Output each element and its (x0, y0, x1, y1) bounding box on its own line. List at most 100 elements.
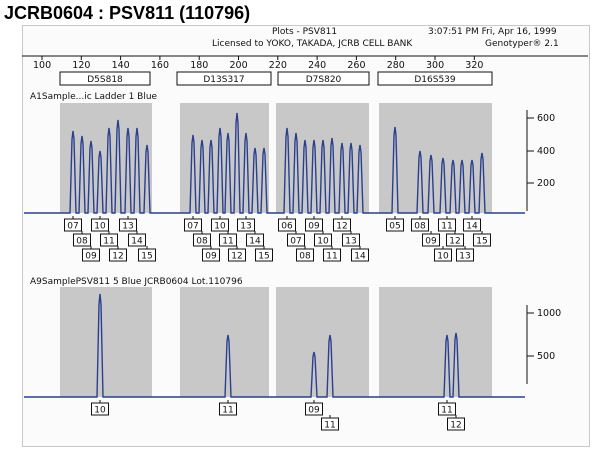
allele-call-box (246, 233, 264, 247)
bp-tick-label: 300 (426, 60, 444, 71)
locus-labels: D5S818 D13S317 D7S820 D16S539 (59, 71, 493, 86)
allele-call-box (82, 248, 100, 262)
allele-call-label: 10 (214, 222, 226, 232)
allele-call-box (100, 233, 118, 247)
bp-tick-label: 200 (230, 60, 248, 71)
allele-call-box (287, 233, 305, 247)
locus-box (176, 71, 272, 86)
allele-call-label: 12 (231, 252, 242, 262)
allele-call-box (411, 218, 429, 232)
allele-call-box (321, 417, 339, 431)
allele-call-box (128, 233, 146, 247)
allele-call-label: 12 (336, 222, 347, 232)
page-title: JCRB0604 : PSV811 (110796) (4, 3, 251, 23)
allele-call-label: 09 (205, 252, 217, 262)
allele-call-box (211, 218, 229, 232)
allele-call-label: 14 (131, 237, 143, 247)
bp-tick-label: 160 (151, 60, 169, 71)
locus-label: D16S539 (414, 75, 456, 85)
allele-call-box (463, 218, 481, 232)
allele-call-label: 15 (141, 252, 152, 262)
allele-call-label: 07 (290, 237, 301, 247)
locus-box (277, 71, 370, 86)
allele-call-label: 09 (425, 237, 437, 247)
y-tick-label: 400 (537, 146, 555, 157)
allele-call-box (138, 248, 156, 262)
bp-tick-label: 280 (387, 60, 405, 71)
allele-call-label: 08 (196, 237, 208, 247)
bp-tick-label: 100 (33, 60, 51, 71)
allele-call-box (333, 218, 351, 232)
allele-call-box (323, 248, 341, 262)
allele-call-label: 14 (466, 222, 478, 232)
allele-call-label: 08 (414, 222, 426, 232)
allele-call-label: 11 (222, 237, 233, 247)
allele-call-box (91, 402, 109, 416)
allele-call-box (237, 218, 255, 232)
allele-call-label: 12 (112, 252, 123, 262)
allele-call-box (456, 248, 474, 262)
allele-call-box (202, 248, 220, 262)
allele-call-label: 11 (326, 252, 337, 262)
allele-call-label: 06 (281, 222, 293, 232)
bp-ruler: 100 120 140 160 180 200 220 240 260 280 300 320 (33, 56, 483, 71)
allele-call-box (446, 233, 464, 247)
allele-call-box (314, 233, 332, 247)
allele-call-box (351, 248, 369, 262)
allele-call-box (64, 218, 82, 232)
allele-call-label: 10 (94, 222, 106, 232)
allele-call-label: 12 (450, 421, 461, 431)
allele-call-box (278, 218, 296, 232)
datetime: 3:07:51 PM Fri, Apr 16, 1999 (428, 27, 557, 37)
allele-call-label: 09 (85, 252, 97, 262)
y-tick-label: 200 (537, 178, 555, 189)
allele-call-label: 09 (308, 222, 320, 232)
allele-call-box (193, 233, 211, 247)
allele-call-label: 11 (441, 406, 452, 416)
ladder-trace (24, 112, 525, 214)
y-tick-label: 600 (537, 113, 555, 124)
allele-call-label: 12 (449, 237, 460, 247)
allele-call-box (255, 248, 273, 262)
allele-call-label: 07 (67, 222, 78, 232)
y-axis-bottom: 1000 500 (526, 305, 561, 384)
sample-bin (60, 287, 152, 397)
allele-call-box (91, 218, 109, 232)
allele-call-label: 15 (258, 252, 269, 262)
allele-call-label: 05 (389, 222, 400, 232)
allele-calls: 07 10 13 08 11 14 09 12 15 07 10 13 08 11 14 09 12 15 06 09… (64, 216, 491, 431)
allele-call-box (219, 233, 237, 247)
allele-call-box (305, 218, 323, 232)
y-tick-label: 1000 (537, 308, 561, 319)
locus-label: D7S820 (306, 75, 342, 85)
allele-call-label: 11 (324, 421, 335, 431)
allele-call-label: 14 (354, 252, 366, 262)
sample-trace (24, 293, 525, 398)
bp-tick-label: 220 (269, 60, 287, 71)
sample-bin (276, 287, 369, 397)
bp-tick-label: 240 (308, 60, 326, 71)
license-text: Licensed to YOKO, TAKADA, JCRB CELL BANK (212, 39, 413, 49)
bp-tick-label: 180 (190, 60, 208, 71)
allele-call-box (438, 402, 456, 416)
locus-box (377, 71, 493, 86)
sample-panel-label: A9SamplePSV811 5 Blue JCRB0604 Lot.11079… (30, 277, 243, 287)
allele-call-box (473, 233, 491, 247)
allele-call-box (438, 218, 456, 232)
allele-call-label: 13 (345, 237, 356, 247)
allele-call-label: 11 (441, 222, 452, 232)
allele-call-box (422, 233, 440, 247)
allele-call-box (219, 402, 237, 416)
allele-call-box (305, 402, 323, 416)
locus-label: D5S818 (87, 75, 123, 85)
allele-call-label: 10 (94, 406, 106, 416)
y-axis-top: 600 400 200 (526, 110, 555, 211)
allele-call-box (119, 218, 137, 232)
allele-call-label: 15 (476, 237, 487, 247)
allele-call-label: 10 (437, 252, 449, 262)
allele-call-label: 08 (76, 237, 88, 247)
allele-call-label: 11 (103, 237, 114, 247)
allele-call-label: 11 (222, 406, 233, 416)
y-tick-label: 500 (537, 351, 555, 362)
bp-tick-label: 120 (72, 60, 90, 71)
